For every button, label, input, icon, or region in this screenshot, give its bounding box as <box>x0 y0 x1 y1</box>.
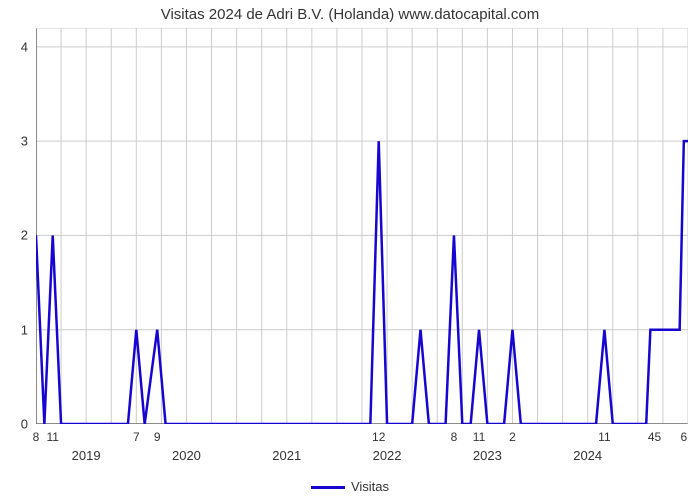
y-tick-label: 3 <box>21 134 36 149</box>
x-point-label: 7 <box>133 424 140 444</box>
x-point-label: 11 <box>473 424 485 444</box>
x-point-label: 2 <box>509 424 516 444</box>
plot-area: 0123420192020202120222023202481179128112… <box>36 28 688 424</box>
x-point-label: 11 <box>46 424 58 444</box>
y-tick-label: 1 <box>21 322 36 337</box>
x-point-label: 11 <box>598 424 610 444</box>
x-year-label: 2019 <box>72 424 101 463</box>
x-point-label: 6 <box>680 424 687 444</box>
chart-legend: Visitas <box>0 479 700 494</box>
x-year-label: 2021 <box>272 424 301 463</box>
y-tick-label: 4 <box>21 39 36 54</box>
chart-title: Visitas 2024 de Adri B.V. (Holanda) www.… <box>0 6 700 23</box>
y-tick-label: 2 <box>21 228 36 243</box>
plot-svg <box>36 28 688 424</box>
visits-chart: Visitas 2024 de Adri B.V. (Holanda) www.… <box>0 0 700 500</box>
legend-label: Visitas <box>351 479 389 494</box>
x-point-label: 45 <box>648 424 661 444</box>
x-point-label: 8 <box>33 424 40 444</box>
x-point-label: 12 <box>372 424 385 444</box>
x-year-label: 2020 <box>172 424 201 463</box>
legend-swatch <box>311 486 345 489</box>
x-point-label: 9 <box>154 424 161 444</box>
x-point-label: 8 <box>451 424 458 444</box>
